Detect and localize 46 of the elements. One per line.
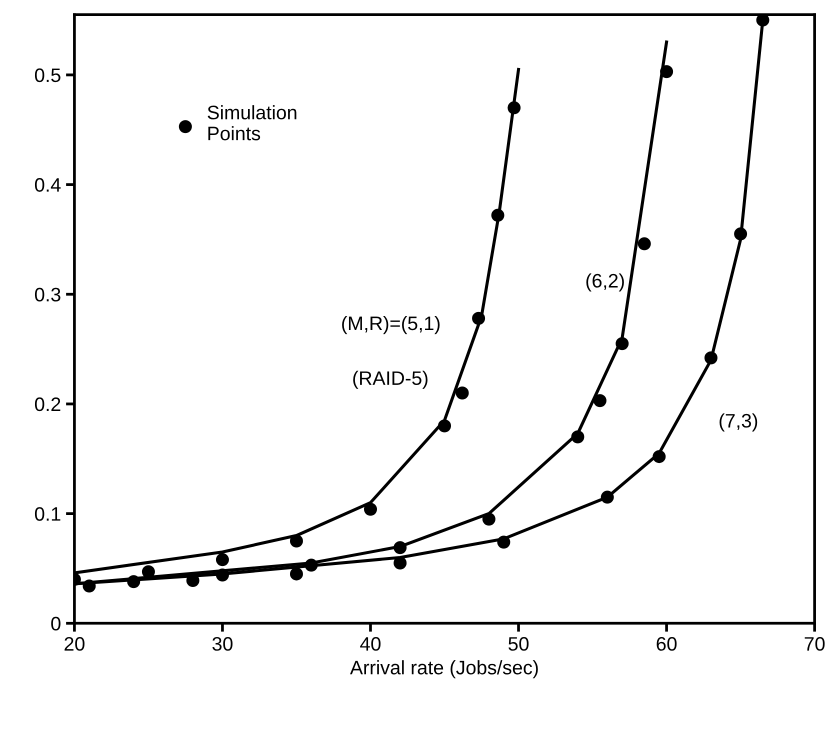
point (508, 101, 521, 114)
y-tick-label: 0.1 (34, 507, 60, 521)
x-tick-label: 50 (508, 637, 529, 651)
y-tick-label: 0.3 (34, 288, 60, 302)
x-tick-label: 60 (656, 637, 677, 651)
point (290, 534, 303, 548)
point (82, 580, 96, 593)
point (616, 337, 629, 350)
point (734, 227, 748, 240)
point (216, 568, 229, 582)
y-tick-label: 0.4 (34, 178, 61, 192)
point (704, 351, 718, 364)
point (472, 312, 486, 325)
point (660, 65, 674, 78)
point (600, 490, 614, 504)
point (394, 556, 407, 570)
point (652, 450, 666, 464)
point (482, 512, 496, 526)
annotation: (M,R)=(5,1) (342, 316, 440, 334)
point (593, 394, 606, 408)
legend-label: Simulation Points (208, 105, 296, 140)
point (438, 419, 452, 432)
x-tick-label: 30 (212, 637, 233, 651)
point (497, 536, 510, 549)
point (304, 558, 318, 572)
x-tick-label: 40 (360, 637, 381, 651)
x-axis-title: Arrival rate (Jobs/sec) (350, 660, 538, 678)
point (127, 575, 140, 588)
point (756, 14, 770, 27)
point (394, 541, 407, 554)
point (571, 430, 584, 444)
point (290, 567, 303, 580)
point (638, 237, 651, 250)
annotation: (7,3) (720, 413, 758, 432)
point (456, 386, 469, 400)
x-tick-label: 20 (64, 637, 84, 651)
y-tick-label: 0.5 (34, 68, 60, 82)
point (142, 565, 155, 578)
point (491, 208, 504, 222)
y-tick-label: 0.2 (34, 397, 60, 412)
y-tick-label: 0 (51, 616, 60, 631)
x-tick-label: 70 (804, 637, 825, 651)
point (216, 553, 229, 566)
annotation: (RAID-5) (353, 370, 428, 389)
point (364, 502, 377, 516)
annotation: (6,2) (586, 273, 624, 292)
